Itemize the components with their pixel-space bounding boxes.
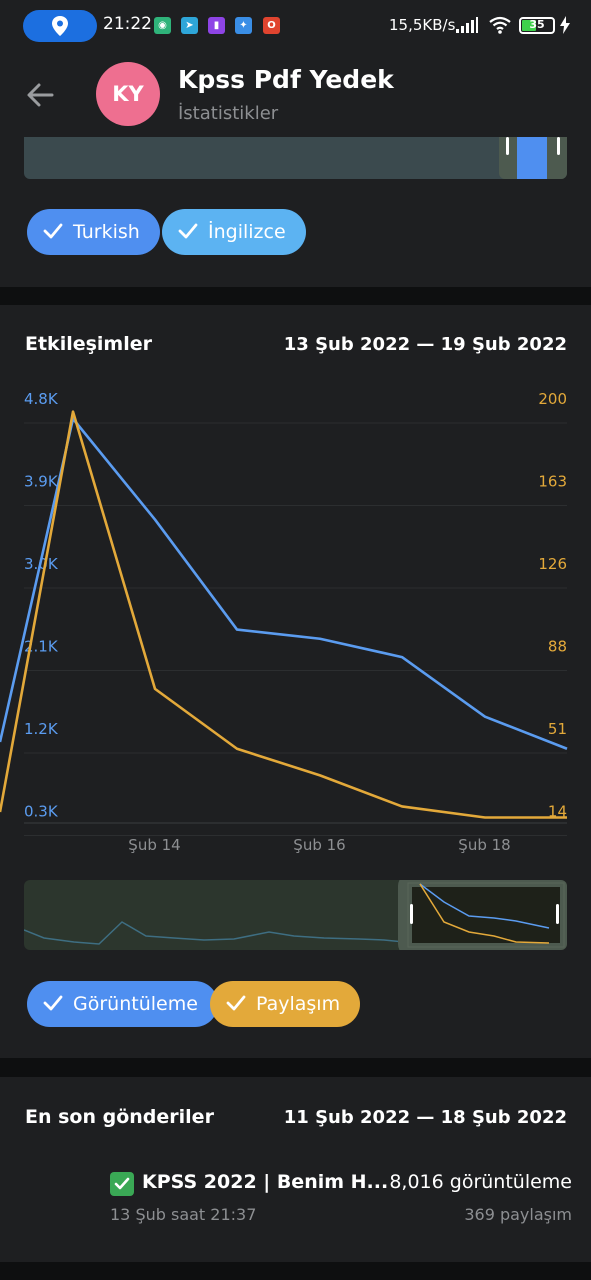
app-header: KY Kpss Pdf Yedek İstatistikler [0,52,591,137]
chip-label: Paylaşım [256,993,341,1015]
post-views: 8,016 görüntüleme [389,1171,572,1193]
check-icon [178,223,198,239]
location-indicator[interactable] [23,10,97,42]
check-icon [43,995,63,1011]
y-left-tick: 0.3K [24,803,59,821]
y-right-tick: 200 [538,390,567,408]
y-right-tick: 51 [548,720,567,738]
y-left-tick: 4.8K [24,390,59,408]
battery-level: 35 [529,18,545,31]
x-tick-label: Şub 14 [128,836,180,854]
status-time: 21:22 [103,14,152,34]
opera-icon: O [263,17,280,34]
battery-icon: 35 [519,17,555,34]
check-mark-emoji-icon [110,1172,134,1196]
network-speed: 15,5KB/s [389,16,456,34]
wifi-icon [489,16,511,34]
status-bar: 21:22 ◉ ➤ ▮ ✦ O 15,5KB/s 35 [0,0,591,52]
y-right-tick: 126 [538,555,567,573]
post-shares: 369 paylaşım [464,1205,572,1224]
interactions-title: Etkileşimler [25,333,152,355]
range-handle-right [556,904,559,924]
chip-english[interactable]: İngilizce [162,209,306,255]
chip-turkish[interactable]: Turkish [27,209,160,255]
mini-chart [24,880,567,950]
recent-posts-date-range: 11 Şub 2022 — 18 Şub 2022 [283,1107,567,1128]
y-left-tick: 2.1K [24,638,59,656]
post-date: 13 Şub saat 21:37 [110,1205,257,1224]
x-tick-label: Şub 18 [458,836,510,854]
languages-range-selector[interactable] [24,137,567,179]
recent-posts-title: En son gönderiler [25,1106,214,1128]
signal-icon [456,17,478,33]
interactions-date-range: 13 Şub 2022 — 19 Şub 2022 [283,334,567,355]
range-handle-left [410,904,413,924]
twitch-icon: ▮ [208,17,225,34]
range-window[interactable] [499,137,567,179]
range-handle-left[interactable] [506,137,509,155]
range-bar [517,137,547,179]
channel-avatar[interactable]: KY [96,62,160,126]
charging-icon [560,16,570,34]
range-handle-right[interactable] [557,137,560,155]
y-right-tick: 14 [548,803,567,821]
chip-label: Turkish [73,221,140,243]
chart-range-selector[interactable] [24,880,567,950]
check-icon [226,995,246,1011]
series-line-shares [0,410,567,819]
page-subtitle: İstatistikler [178,103,279,124]
post-title[interactable]: KPSS 2022 | Benim H... [142,1171,389,1193]
y-right-tick: 88 [548,638,567,656]
back-arrow-icon[interactable] [24,78,58,112]
chip-shares[interactable]: Paylaşım [210,981,361,1027]
chip-label: Görüntüleme [73,993,198,1015]
chip-views[interactable]: Görüntüleme [27,981,218,1027]
camera-icon: ◉ [154,17,171,34]
twitter-icon: ✦ [235,17,252,34]
interactions-card: Etkileşimler 13 Şub 2022 — 19 Şub 2022 4… [0,305,591,1058]
location-pin-icon [52,16,68,36]
languages-card: Turkish İngilizce [0,137,591,287]
y-right-tick: 163 [538,473,567,491]
telegram-icon: ➤ [181,17,198,34]
recent-posts-card: En son gönderiler 11 Şub 2022 — 18 Şub 2… [0,1077,591,1262]
x-tick-label: Şub 16 [293,836,345,854]
chip-label: İngilizce [208,221,286,243]
check-icon [43,223,63,239]
series-line-views [0,417,568,750]
y-left-tick: 3.9K [24,473,59,491]
y-left-tick: 1.2K [24,720,59,738]
page-title: Kpss Pdf Yedek [178,65,394,94]
